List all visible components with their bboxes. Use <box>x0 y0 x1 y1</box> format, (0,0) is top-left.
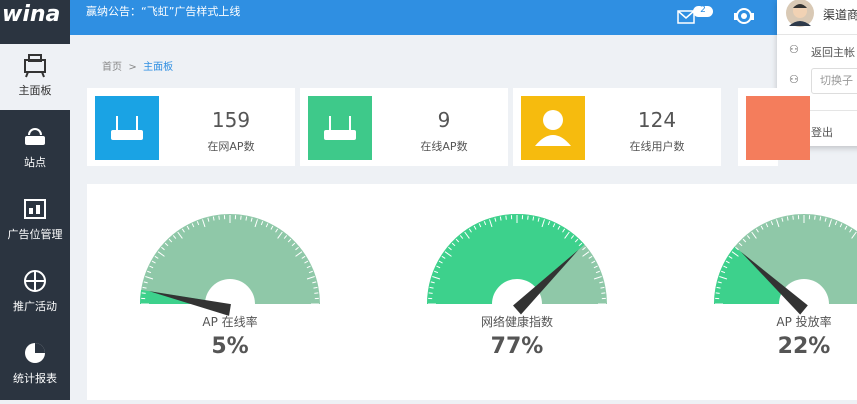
gauge-label: 网络健康指数 <box>481 314 553 329</box>
nav-label: 主面板 <box>0 82 70 98</box>
gauge-tick <box>142 293 146 294</box>
announcement: 赢纳公告：“飞虹”广告样式上线 <box>86 3 240 19</box>
gauge-value: 22% <box>778 334 831 359</box>
user-icon: ⚇ <box>789 43 799 56</box>
nav-label: 推广活动 <box>0 298 70 314</box>
stat-icon <box>95 96 159 160</box>
sidebar: wina 主面板站点广告位管理推广活动统计报表 <box>0 0 70 400</box>
gauge-tick <box>716 293 720 294</box>
gauge-panel: AP 在线率 5% 网络健康指数 77% AP 投放率 22% <box>87 184 857 400</box>
switch-icon: ⚇ <box>789 73 799 86</box>
nav-item[interactable]: 统计报表 <box>0 332 70 398</box>
crumb[interactable]: 主面板 <box>143 62 173 73</box>
divider <box>777 34 857 35</box>
nav-icon <box>22 52 48 78</box>
stat-label: 在网AP数 <box>167 138 295 154</box>
nav-item[interactable]: 站点 <box>0 116 70 182</box>
nav-item[interactable]: 广告位管理 <box>0 188 70 254</box>
top-bar: 赢纳公告：“飞虹”广告样式上线 2 <box>70 0 857 35</box>
breadcrumb: 首页 > 主面板 <box>102 58 173 73</box>
nav-label: 统计报表 <box>0 370 70 386</box>
stat-value: 9 <box>380 108 508 132</box>
gauge-tick <box>815 216 816 220</box>
stat-card: 9 在线AP数 <box>300 88 508 166</box>
nav-icon <box>22 124 48 150</box>
user-name[interactable]: 渠道商 <box>823 6 857 23</box>
stat-label: 在线AP数 <box>380 138 508 154</box>
gauge-tick <box>793 216 794 220</box>
stat-icon <box>521 96 585 160</box>
logo: wina <box>2 2 60 27</box>
gauge-value: 5% <box>211 334 248 359</box>
gauges: AP 在线率 5% 网络健康指数 77% AP 投放率 22% <box>87 184 857 400</box>
gauge-label: AP 在线率 <box>202 314 257 329</box>
gauge-tick <box>314 293 318 294</box>
stat-value: 159 <box>167 108 295 132</box>
nav-icon <box>22 196 48 222</box>
stat-card <box>738 88 778 166</box>
menu-item[interactable]: 返回主帐 <box>811 44 855 60</box>
gauge-tick <box>506 216 507 220</box>
stat-icon <box>308 96 372 160</box>
nav-icon <box>22 340 48 366</box>
gauge-tick <box>219 216 220 220</box>
gauge-tick <box>528 216 529 220</box>
nav-item[interactable]: 主面板 <box>0 44 70 110</box>
nav-item[interactable]: 推广活动 <box>0 260 70 326</box>
nav-label: 站点 <box>0 154 70 170</box>
avatar[interactable] <box>785 0 815 30</box>
gauge-tick <box>601 293 605 294</box>
switch-input[interactable]: 切换子 <box>811 68 857 94</box>
gauge-tick <box>241 216 242 220</box>
crumb[interactable]: 首页 <box>102 62 122 73</box>
gauge-value: 77% <box>491 334 544 359</box>
menu-item[interactable]: 登出 <box>811 124 833 140</box>
nav-label: 广告位管理 <box>0 226 70 242</box>
support-icon[interactable] <box>732 4 756 28</box>
stat-icon <box>746 96 810 160</box>
stat-card: 159 在网AP数 <box>87 88 295 166</box>
gauge-label: AP 投放率 <box>776 314 831 329</box>
gauge-tick <box>429 293 433 294</box>
nav-icon <box>22 268 48 294</box>
stat-value: 124 <box>593 108 721 132</box>
stat-card: 124 在线用户数 <box>513 88 721 166</box>
mail-badge: 2 <box>693 5 713 15</box>
stat-label: 在线用户数 <box>593 138 721 154</box>
